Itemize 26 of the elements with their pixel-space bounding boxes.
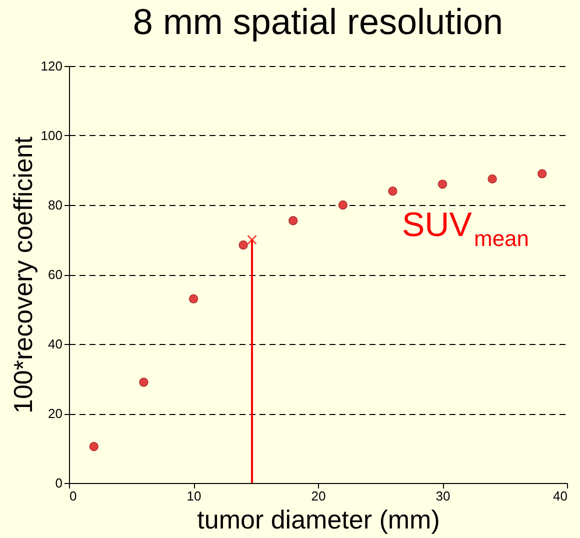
x-tick-label: 30: [436, 488, 450, 504]
x-tick-label: 40: [553, 488, 568, 504]
x-tick-label: 0: [70, 488, 77, 504]
point: [139, 378, 148, 387]
y-tick-label: 0: [55, 476, 62, 490]
chart-title: 8 mm spatial resolution: [132, 1, 504, 42]
x-axis-title: tumor diameter (mm): [197, 504, 440, 534]
y-tick-label: 120: [40, 58, 62, 74]
y-tick-label: 100: [40, 128, 62, 143]
point: [89, 442, 98, 452]
y-tick-label: 20: [48, 406, 62, 421]
point: [488, 174, 497, 184]
point: [438, 180, 448, 189]
point: [288, 216, 298, 226]
point: [388, 186, 398, 196]
y-tick-label: 80: [48, 198, 62, 212]
x-tick-label: 20: [311, 488, 326, 504]
point: [538, 169, 547, 178]
point: [188, 294, 198, 304]
point: [247, 234, 257, 245]
point: [238, 240, 248, 250]
x-tick-label: 10: [186, 488, 202, 504]
y-tick-label: 40: [48, 336, 62, 352]
y-axis-title: 100*recovery coefficient: [8, 136, 38, 414]
y-tick-label: 60: [48, 267, 62, 282]
point: [338, 200, 348, 210]
